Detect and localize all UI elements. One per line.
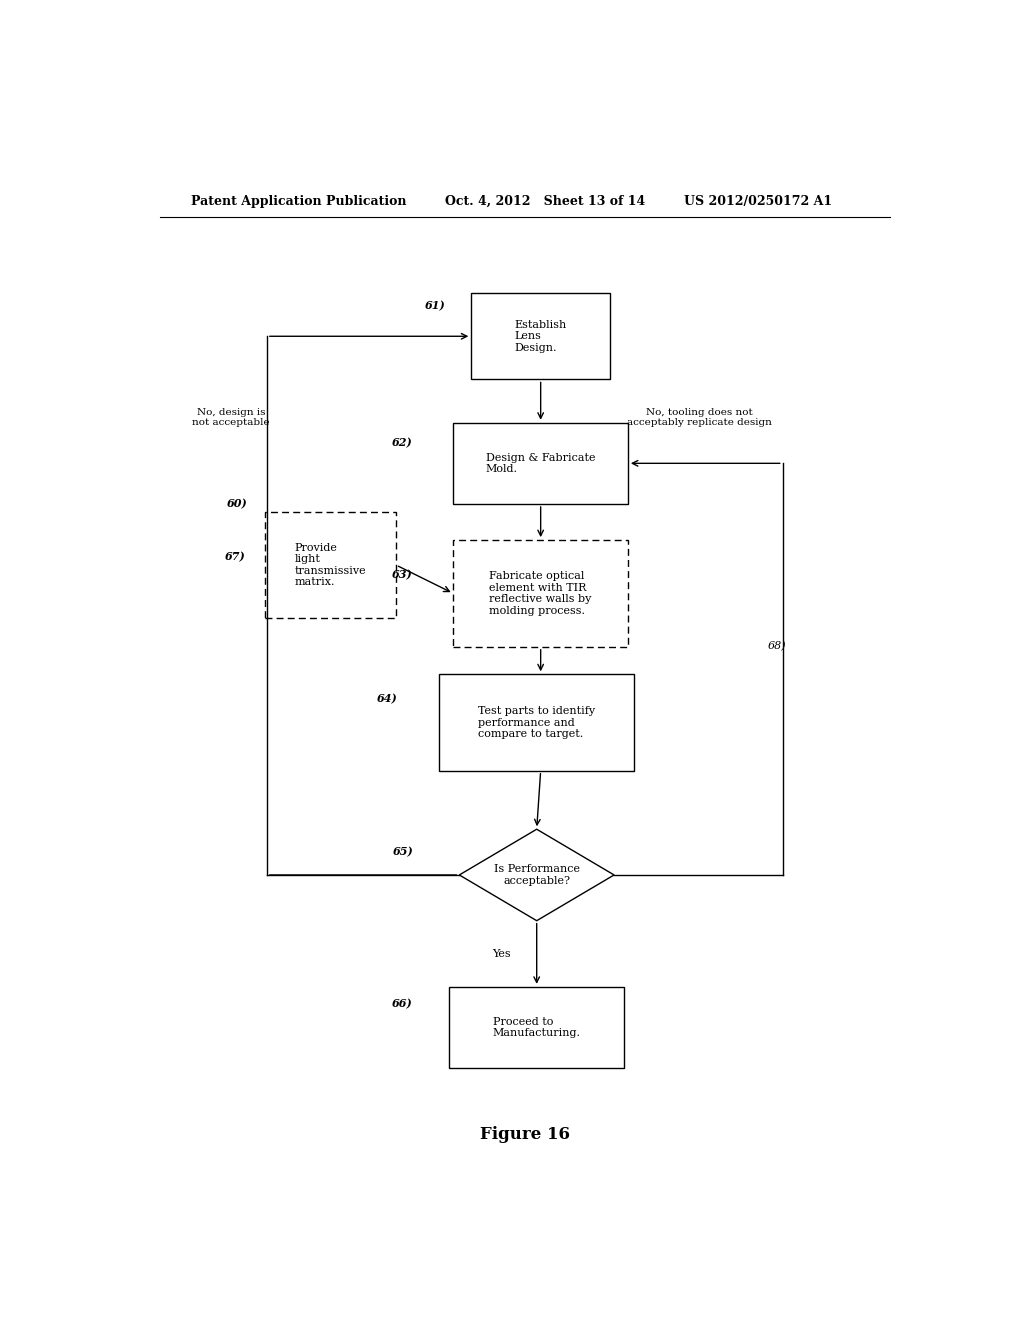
FancyBboxPatch shape [450,987,624,1068]
Text: Oct. 4, 2012   Sheet 13 of 14: Oct. 4, 2012 Sheet 13 of 14 [445,194,646,207]
FancyBboxPatch shape [265,512,396,618]
FancyBboxPatch shape [454,540,628,647]
Text: 66): 66) [391,998,412,1010]
Text: 63): 63) [391,570,412,581]
FancyBboxPatch shape [439,675,634,771]
Text: Establish
Lens
Design.: Establish Lens Design. [514,319,567,352]
Text: No, design is
not acceptable: No, design is not acceptable [193,408,270,428]
Text: No, tooling does not
acceptably replicate design: No, tooling does not acceptably replicat… [627,408,772,428]
Text: 67): 67) [224,552,246,562]
Text: US 2012/0250172 A1: US 2012/0250172 A1 [684,194,831,207]
Text: Patent Application Publication: Patent Application Publication [191,194,407,207]
FancyBboxPatch shape [471,293,610,379]
Text: 64): 64) [377,693,397,705]
Text: 65): 65) [393,846,414,857]
Text: Yes: Yes [492,949,510,958]
Text: Test parts to identify
performance and
compare to target.: Test parts to identify performance and c… [478,706,595,739]
Text: 60): 60) [226,499,247,510]
Text: Provide
light
transmissive
matrix.: Provide light transmissive matrix. [295,543,367,587]
Text: Is Performance
acceptable?: Is Performance acceptable? [494,865,580,886]
Text: Proceed to
Manufacturing.: Proceed to Manufacturing. [493,1016,581,1039]
FancyBboxPatch shape [454,422,628,504]
Text: Fabricate optical
element with TIR
reflective walls by
molding process.: Fabricate optical element with TIR refle… [489,572,592,616]
Text: 61): 61) [425,300,445,312]
Polygon shape [460,829,614,921]
Text: Figure 16: Figure 16 [480,1126,569,1143]
Text: 62): 62) [391,437,412,449]
Text: Design & Fabricate
Mold.: Design & Fabricate Mold. [486,453,595,474]
Text: 68): 68) [768,642,786,652]
